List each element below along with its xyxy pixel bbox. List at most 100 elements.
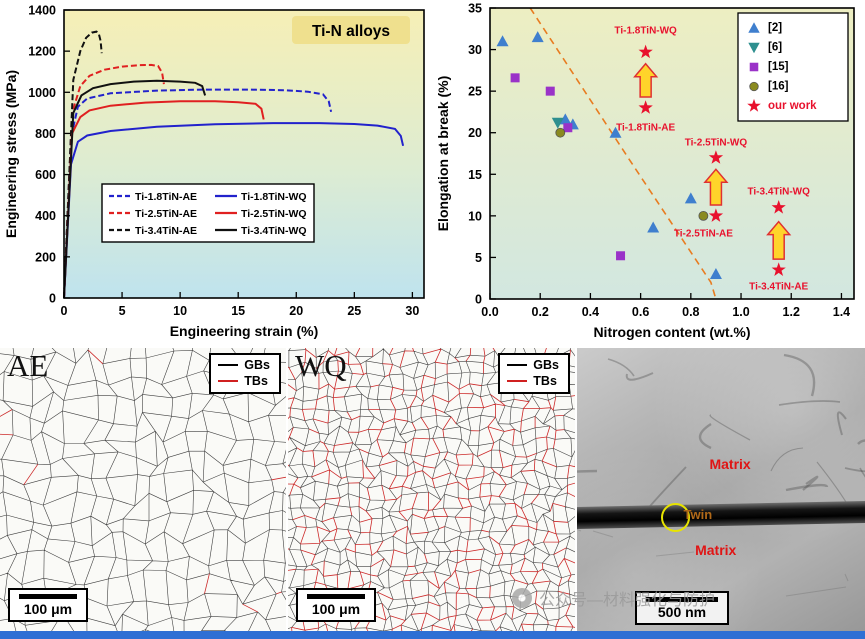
ae-legend-gbs-row: GBs bbox=[218, 358, 270, 372]
point-[2]-4 bbox=[609, 126, 622, 138]
legend-label-[6]: [6] bbox=[768, 42, 782, 54]
y-tick-label: 1400 bbox=[28, 4, 56, 18]
x-axis-label: Engineering strain (%) bbox=[170, 323, 319, 339]
stress-strain-chart: 0 5 10 15 20 25 30 0 200 400 600 800 1000 1200 1400 Eng… bbox=[0, 0, 433, 347]
wq-legend-tbs-row: TBs bbox=[507, 374, 559, 388]
legend-label-our work: our work bbox=[768, 100, 817, 112]
point-[2]-1 bbox=[531, 31, 544, 43]
matrix-label-top: Matrix bbox=[709, 456, 751, 472]
twin-label: Twin bbox=[683, 507, 713, 522]
point-[2]-0 bbox=[496, 35, 509, 47]
point-our work-5 bbox=[771, 262, 786, 276]
y-tick-label: 15 bbox=[468, 168, 482, 182]
point-[6]-0 bbox=[551, 117, 564, 129]
x-tick-label: 0.2 bbox=[532, 305, 549, 319]
x-tick-label: 15 bbox=[231, 304, 245, 318]
plot-frame bbox=[63, 9, 425, 299]
x-tick-label: 10 bbox=[173, 304, 187, 318]
wq-scalebar-line bbox=[307, 594, 365, 599]
wq-scalebar-label: 100 μm bbox=[311, 601, 361, 617]
x-tick-label: 25 bbox=[347, 304, 361, 318]
twin-boundaries bbox=[288, 348, 575, 631]
x-tick-label: 0.0 bbox=[481, 305, 498, 319]
plot-background bbox=[64, 10, 424, 298]
chart-title: Ti-N alloys bbox=[312, 23, 390, 40]
bend-contour bbox=[859, 467, 865, 478]
tem-scalebar: 500 nm bbox=[635, 591, 729, 625]
bend-contour bbox=[802, 475, 819, 491]
bend-contour bbox=[607, 358, 635, 377]
curve-Ti-2.5TiN-AE bbox=[63, 63, 165, 299]
legend-label-Ti-1.8TiN-WQ: Ti-1.8TiN-WQ bbox=[241, 191, 307, 203]
y-tick-label: 400 bbox=[35, 209, 56, 223]
annotation-Ti-1.8TiN-WQ: Ti-1.8TiN-WQ bbox=[614, 25, 677, 36]
ae-scalebar-label: 100 μm bbox=[23, 601, 73, 617]
elongation-scatter-chart: Ti-1.8TiN-WQ Ti-1.8TiN-AE Ti-2.5TiN-WQ Ti-2… bbox=[433, 0, 865, 347]
legend-label-[15]: [15] bbox=[768, 61, 789, 73]
bend-contour bbox=[844, 467, 865, 473]
tbs-line-swatch bbox=[507, 380, 528, 382]
y-axis-label: Engineering stress (MPa) bbox=[3, 70, 19, 238]
bend-contour bbox=[698, 422, 712, 450]
tbs-label: TBs bbox=[244, 374, 268, 388]
legend-label-[2]: [2] bbox=[768, 22, 782, 34]
ae-legend-tbs-row: TBs bbox=[218, 374, 270, 388]
curve-Ti-1.8TiN-AE bbox=[63, 88, 333, 299]
y-tick-label: 200 bbox=[35, 250, 56, 264]
point-[15]-2 bbox=[563, 123, 573, 133]
point-[15]-3 bbox=[616, 251, 626, 261]
legend-marker-[15] bbox=[749, 62, 759, 72]
point-our work-3 bbox=[708, 208, 724, 222]
ae-legend: GBs TBs bbox=[209, 353, 281, 394]
y-tick-label: 35 bbox=[468, 2, 482, 16]
bend-contour bbox=[785, 586, 847, 597]
point-[2]-7 bbox=[709, 268, 722, 280]
annotation-Ti-3.4TiN-WQ: Ti-3.4TiN-WQ bbox=[747, 187, 810, 198]
ae-scalebar-line bbox=[19, 594, 77, 599]
point-our work-0 bbox=[638, 44, 653, 59]
point-our work-4 bbox=[771, 200, 786, 214]
wq-legend: GBs TBs bbox=[498, 353, 570, 394]
chart-title-box bbox=[292, 16, 410, 44]
x-tick-label: 1.0 bbox=[732, 305, 749, 319]
gbs-label: GBs bbox=[533, 358, 559, 372]
ae-scalebar: 100 μm bbox=[8, 588, 88, 622]
point-[15]-1 bbox=[545, 86, 555, 96]
micrograph-wq-panel: WQ GBs TBs 100 μm bbox=[288, 348, 575, 631]
annotation-Ti-3.4TiN-AE: Ti-3.4TiN-AE bbox=[749, 282, 808, 293]
y-axis-label: Elongation at break (%) bbox=[435, 76, 451, 232]
panel-label-ae: AE bbox=[7, 348, 49, 383]
bend-contour bbox=[857, 439, 865, 445]
y-tick-label: 5 bbox=[475, 251, 482, 265]
x-tick-label: 0 bbox=[61, 304, 68, 318]
y-tick-label: 20 bbox=[468, 126, 482, 140]
legend-marker-[6] bbox=[748, 42, 760, 54]
y-tick-label: 0 bbox=[475, 293, 482, 307]
x-tick-label: 30 bbox=[405, 304, 419, 318]
bottom-blue-bar bbox=[0, 631, 865, 639]
bend-contour bbox=[709, 414, 751, 441]
gbs-line-swatch bbox=[507, 364, 528, 366]
curve-Ti-2.5TiN-WQ bbox=[63, 100, 265, 299]
point-[16]-0 bbox=[555, 127, 566, 138]
legend-label-Ti-2.5TiN-WQ: Ti-2.5TiN-WQ bbox=[241, 208, 307, 220]
tem-scalebar-label: 500 nm bbox=[657, 604, 707, 620]
x-tick-label: 0.4 bbox=[582, 305, 599, 319]
improvement-arrow-2 bbox=[766, 220, 792, 260]
point-[16]-1 bbox=[698, 210, 709, 221]
tem-scalebar-line bbox=[646, 597, 718, 602]
x-axis-label: Nitrogen content (wt.%) bbox=[593, 324, 750, 340]
panel-label-wq: WQ bbox=[295, 348, 347, 383]
ae-grain-map bbox=[0, 348, 286, 631]
legend-marker-[2] bbox=[748, 22, 760, 33]
legend-marker-[16] bbox=[749, 81, 759, 92]
tbs-line-swatch bbox=[218, 380, 239, 382]
point-[2]-2 bbox=[559, 113, 572, 125]
x-tick-label: 5 bbox=[119, 304, 126, 318]
bend-contour bbox=[577, 469, 598, 473]
y-tick-label: 10 bbox=[468, 209, 482, 223]
twin-annotation-circle bbox=[661, 503, 690, 532]
bend-contour bbox=[592, 530, 614, 538]
point-our work-1 bbox=[638, 100, 653, 114]
